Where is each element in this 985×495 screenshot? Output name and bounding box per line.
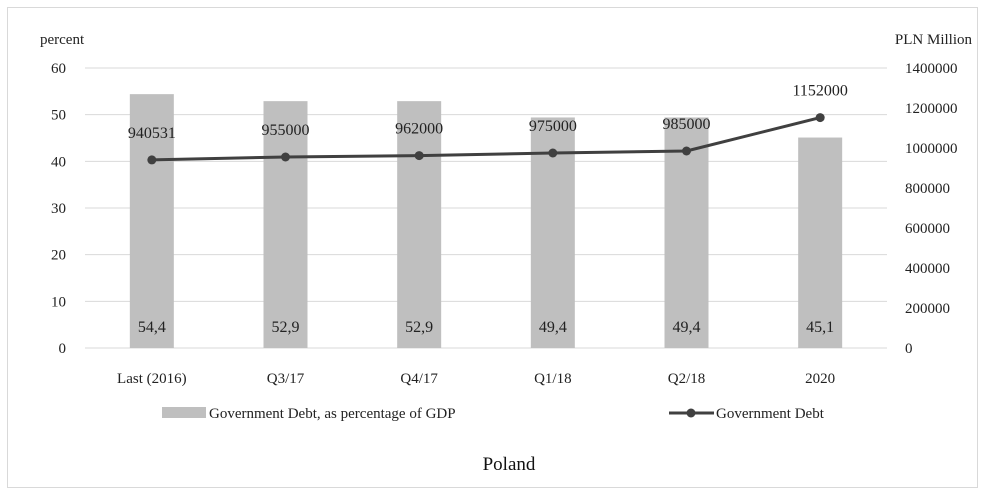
line-point [815,113,825,123]
line-value-label: 985000 [663,116,711,133]
bar-value-label: 52,9 [272,319,300,336]
legend-line-marker [686,408,696,418]
bar-value-label: 49,4 [539,319,567,336]
line-point [548,148,558,158]
y-left-axis-title: percent [40,32,85,48]
y-left-tick-label: 10 [51,294,66,310]
bar [397,101,442,348]
y-right-tick-label: 1400000 [905,61,958,77]
y-right-axis-title: PLN Million [895,32,973,48]
bar-value-label: 45,1 [806,319,834,336]
bar [664,117,709,348]
line-value-label: 975000 [529,118,577,135]
y-left-tick-label: 20 [51,248,66,264]
line-point [414,151,424,161]
y-left-tick-label: 40 [51,154,66,170]
legend: Government Debt, as percentage of GDP Go… [162,406,825,422]
y-right-tick-label: 600000 [905,221,950,237]
y-right-tick-label: 200000 [905,301,950,317]
y-right-tick-label: 1200000 [905,101,958,117]
bar [129,94,174,348]
bar-value-label: 54,4 [138,319,166,336]
legend-bar-swatch [162,407,206,418]
y-left-tick-label: 30 [51,201,66,217]
x-tick-label: Q1/18 [534,371,572,387]
bar [263,101,308,348]
y-right-tick-label: 800000 [905,181,950,197]
bar-value-label: 52,9 [405,319,433,336]
x-tick-label: Q4/17 [400,371,438,387]
axes: percent PLN Million 0 10 20 30 40 50 60 0 200000… [40,32,972,387]
y-left-tick-label: 50 [51,108,66,124]
y-right-tick-label: 400000 [905,261,950,277]
y-right-tick-label: 0 [905,341,913,357]
y-right-tick-label: 1000000 [905,141,958,157]
y-left-tick-label: 0 [59,341,67,357]
bar-value-label: 49,4 [673,319,701,336]
line-point [147,155,157,165]
line-value-label: 1152000 [792,83,847,100]
x-tick-label: Q2/18 [668,371,706,387]
x-tick-label: 2020 [805,371,835,387]
line-value-label: 940531 [128,125,176,142]
line-value-label: 955000 [262,122,310,139]
gridlines [85,67,887,349]
y-left-tick-label: 60 [51,61,66,77]
line-series [147,113,825,165]
chart-title: Poland [483,454,536,475]
x-tick-label: Q3/17 [267,371,305,387]
line-value-label: 962000 [395,121,443,138]
legend-line-label: Government Debt [716,406,825,422]
legend-bar-label: Government Debt, as percentage of GDP [209,406,456,422]
line-path [151,116,821,162]
bar-series [129,94,843,348]
line-point [281,152,290,162]
x-tick-label: Last (2016) [117,371,187,387]
data-labels: 54,4 52,9 52,9 49,4 49,4 45,1 940531 955000 9620… [128,83,848,336]
line-point [682,146,691,156]
bar [798,137,843,348]
